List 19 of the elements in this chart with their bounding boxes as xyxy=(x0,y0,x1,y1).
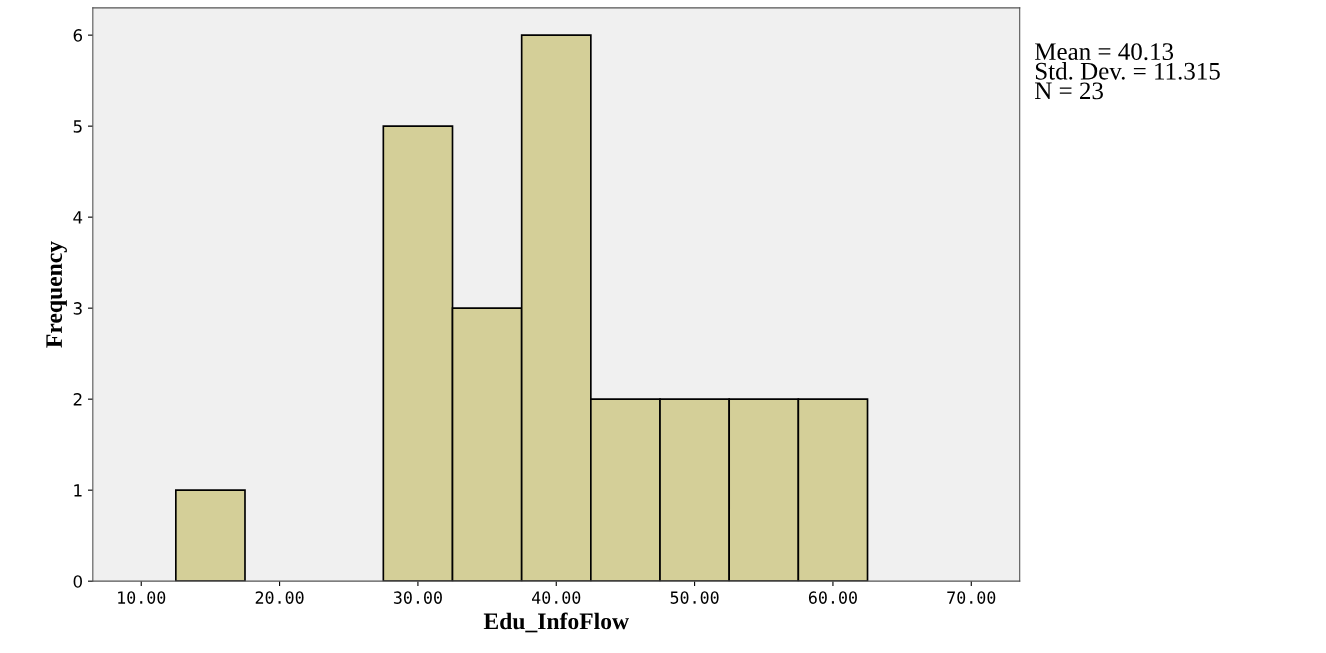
y-tick-label: 3 xyxy=(73,302,82,315)
y-tick-label: 0 xyxy=(73,575,82,588)
text: Std. Dev. = 11.315 xyxy=(1035,62,1220,80)
y-tick-label: 6 xyxy=(73,29,83,42)
x-tick-label: 10.00 xyxy=(118,591,166,604)
x-tick-label: 20.00 xyxy=(255,591,304,604)
y-tick-label: 1 xyxy=(74,484,82,497)
y-tick-label: 2 xyxy=(73,393,82,406)
x-tick-label: 30.00 xyxy=(393,591,442,604)
x-axis-title: Edu_InfoFlow xyxy=(483,612,629,633)
x-tick-label: 40.00 xyxy=(532,591,581,604)
y-axis-title: Frequency xyxy=(46,241,67,348)
text: N = 23 xyxy=(1035,82,1103,100)
x-tick-label: 60.00 xyxy=(808,591,857,604)
x-tick-label: 50.00 xyxy=(670,591,719,604)
text: Mean = 40.13 xyxy=(1035,43,1174,61)
y-tick-label: 4 xyxy=(73,211,83,224)
y-tick-label: 5 xyxy=(73,120,82,133)
x-tick-label: 70.00 xyxy=(947,591,996,604)
